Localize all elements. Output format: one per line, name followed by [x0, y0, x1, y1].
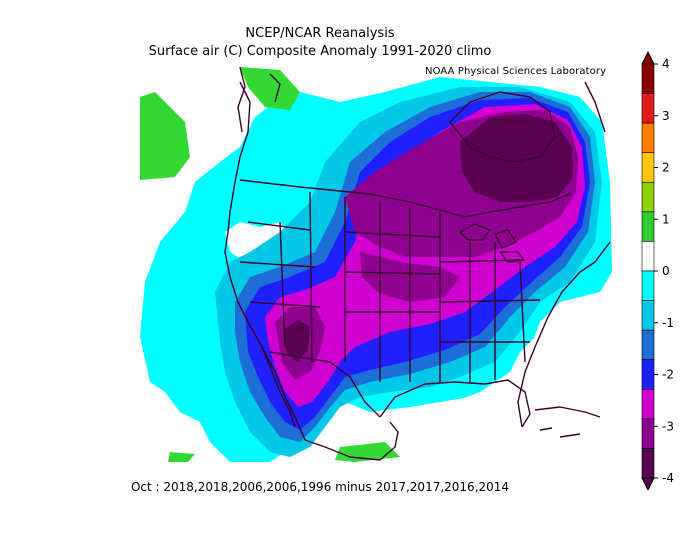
colorbar-label: -2 [662, 368, 674, 382]
colorbar-swatch [641, 181, 655, 213]
colorbar-label: 3 [662, 109, 670, 123]
colorbar-swatch [641, 448, 655, 479]
region-green-nw [140, 92, 190, 180]
coastline-west [224, 81, 306, 441]
colorbar-swatch [641, 241, 655, 272]
state-lines-west [239, 191, 346, 363]
colorbar-label: -3 [662, 419, 674, 433]
colorbar-swatch [641, 63, 655, 94]
boundary-lines [224, 66, 611, 461]
state-lines-central [344, 202, 441, 382]
colorbar-swatch [641, 418, 655, 449]
arctic-islands [237, 66, 606, 133]
colorbar-arrow-top [641, 50, 655, 65]
colorbar-swatches [641, 50, 655, 490]
gulf-coastline [379, 379, 531, 428]
colorbar-swatch [641, 93, 655, 124]
colorbar-swatch [641, 152, 655, 183]
region-green-small [168, 452, 195, 462]
colorbar: 4 3 2 1 0 -1 -2 -3 -4 [641, 50, 674, 490]
contour-darkpurple-sw [283, 320, 310, 362]
anomaly-map [140, 66, 612, 462]
colorbar-labels: 4 3 2 1 0 -1 -2 -3 -4 [654, 57, 674, 485]
lab-credit: NOAA Physical Sciences Laboratory [425, 66, 607, 77]
colorbar-swatch [641, 388, 655, 420]
mexico-coastline [304, 421, 399, 461]
colorbar-label: -4 [662, 471, 674, 485]
us-mexico-border [269, 351, 381, 418]
map-subtitle: Surface air (C) Composite Anomaly 1991-2… [148, 44, 492, 59]
map-caption: Oct : 2018,2018,2006,2006,1996 minus 201… [130, 480, 510, 494]
colorbar-swatch [641, 122, 655, 154]
colorbar-swatch [641, 300, 655, 331]
great-lakes [459, 223, 525, 263]
caribbean-islands [534, 406, 601, 438]
colorbar-label: 4 [662, 57, 670, 71]
canada-us-border [239, 179, 571, 218]
region-green-north [240, 67, 300, 110]
colorbar-label: 1 [662, 212, 670, 226]
anomaly-contours [140, 67, 612, 462]
colorbar-swatch [641, 270, 655, 301]
contour-darkpurple [460, 114, 573, 202]
colorbar-swatch [641, 211, 655, 242]
colorbar-swatch [641, 359, 655, 390]
hudson-bay [449, 91, 556, 163]
baja-peninsula [261, 346, 296, 428]
colorbar-label: 2 [662, 161, 670, 175]
atlantic-coastline [517, 241, 611, 428]
map-title: NCEP/NCAR Reanalysis [245, 26, 395, 41]
colorbar-label: -1 [662, 316, 674, 330]
colorbar-arrow-bottom [641, 477, 655, 490]
state-lines-east [439, 242, 541, 382]
colorbar-label: 0 [662, 264, 670, 278]
colorbar-swatch [641, 329, 655, 361]
